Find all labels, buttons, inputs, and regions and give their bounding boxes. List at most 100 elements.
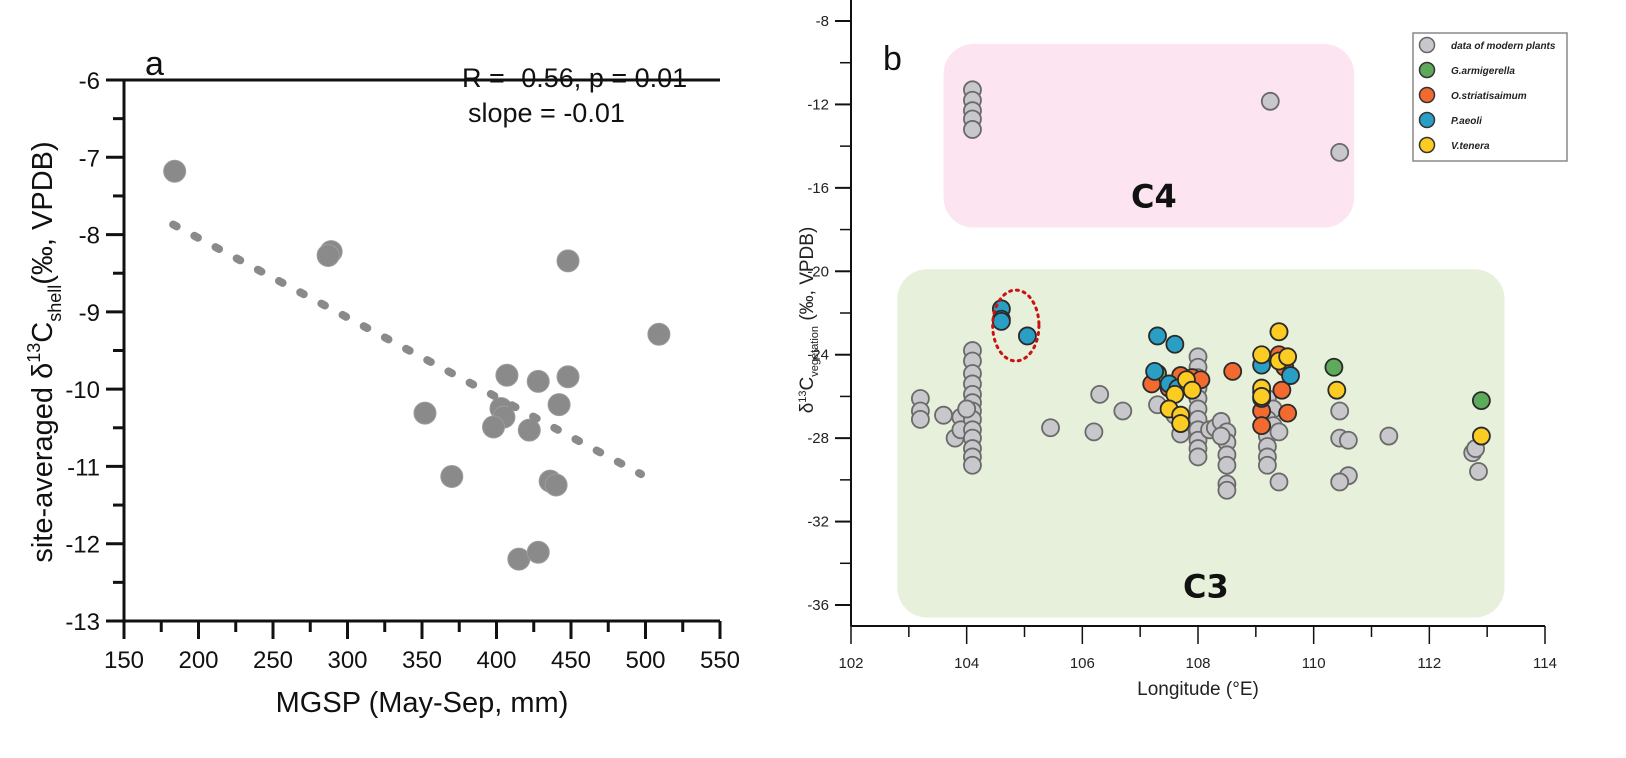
a-data-point: [647, 322, 671, 346]
point-data-of-modern-plants: [1269, 472, 1289, 492]
b-y-tick-label: -24: [807, 347, 829, 364]
b-ylabel-suffix: (‰, VPDB): [797, 227, 818, 326]
a-x-tick-label: 550: [700, 647, 740, 674]
b-ylabel-sup: 13: [797, 390, 809, 402]
point-data-of-modern-plants: [1379, 426, 1399, 446]
legend-label: V.tenera: [1451, 141, 1490, 152]
b-x-tick-label: 110: [1302, 655, 1326, 672]
b-x-axis-title: Longitude (°E): [1137, 679, 1259, 700]
a-trendline-path: [169, 220, 646, 479]
panel-b-label: b: [883, 40, 902, 78]
point-v-tenera: [1171, 414, 1191, 433]
b-points-layer: [911, 80, 1491, 500]
a-data-point: [517, 418, 541, 442]
point-data-of-modern-plants: [1084, 422, 1104, 442]
b-axes: -8 -12 -16 -20 -24 -28 -32 -36 102 104 106 108 110 11…: [807, 0, 1557, 672]
a-y-tick-label: -6: [79, 68, 100, 95]
b-x-tick-label: 108: [1185, 655, 1210, 672]
b-y-tick-label: -16: [807, 180, 829, 197]
a-data-point: [495, 363, 519, 387]
a-x-tick-label: 350: [402, 647, 442, 674]
a-y-tick-label: -13: [65, 609, 100, 636]
panel-a-label: a: [145, 45, 164, 83]
a-data-point: [544, 473, 568, 497]
legend-box: [1412, 32, 1568, 162]
point-v-tenera: [1278, 347, 1298, 367]
a-data-point: [507, 547, 531, 571]
point-v-tenera: [1252, 387, 1272, 406]
point-data-of-modern-plants: [963, 120, 982, 139]
point-g-armigerella: [1471, 391, 1491, 411]
point-data-of-modern-plants: [1041, 418, 1060, 438]
a-y-tick-label: -10: [65, 377, 100, 404]
point-data-of-modern-plants: [1090, 384, 1110, 404]
legend-label: O.striatisaimum: [1451, 91, 1527, 102]
point-data-of-modern-plants: [1469, 462, 1488, 481]
a-data-point: [547, 393, 571, 417]
a-data-point: [526, 540, 550, 564]
a-ylabel-suffix: (‰, VPDB): [27, 141, 59, 284]
point-o-striatisaimum: [1272, 380, 1292, 400]
point-p-aeoli: [1017, 326, 1037, 346]
a-ylabel-main: C: [27, 322, 59, 343]
b-regions-layer: C4 C3: [897, 43, 1505, 618]
region-label-c3: C3: [1183, 568, 1229, 606]
point-o-striatisaimum: [1252, 416, 1272, 436]
a-data-point: [316, 243, 340, 267]
point-g-armigerella: [1324, 357, 1344, 377]
a-data-point: [440, 464, 464, 488]
panel-a: -13 -12 -11 -10 -9 -8 -7 -6 150 200 250 300 350 400 45…: [24, 45, 740, 719]
a-data-point: [556, 249, 580, 273]
point-p-aeoli: [1165, 334, 1185, 354]
point-data-of-modern-plants: [1260, 91, 1280, 111]
legend-marker: [1418, 36, 1436, 54]
point-v-tenera: [1471, 426, 1491, 446]
b-legend: data of modern plants G.armigerella O.stri…: [1412, 32, 1568, 162]
legend-label: data of modern plants: [1451, 41, 1556, 52]
a-ylabel-sup: 13: [24, 343, 44, 363]
a-x-tick-label: 450: [551, 647, 591, 674]
a-y-tick-label: -9: [79, 300, 100, 327]
a-y-tick-label: -8: [79, 223, 100, 250]
b-ylabel-sub: vegetation: [809, 326, 821, 377]
a-y-axis-title: site-averaged δ13Cshell(‰, VPDB): [24, 141, 65, 562]
point-v-tenera: [1269, 322, 1289, 342]
b-y-tick-label: -8: [816, 13, 829, 30]
legend-marker: [1418, 61, 1436, 79]
point-data-of-modern-plants: [1217, 455, 1237, 475]
a-data-point: [163, 159, 187, 183]
point-data-of-modern-plants: [1338, 430, 1358, 450]
a-data-point: [413, 401, 437, 425]
a-x-tick-label: 250: [253, 647, 293, 674]
b-x-tick-label: 102: [838, 655, 863, 672]
point-p-aeoli: [1148, 326, 1167, 346]
point-data-of-modern-plants: [1269, 422, 1289, 442]
point-data-of-modern-plants: [1258, 455, 1277, 475]
region-c4: [943, 43, 1355, 228]
a-x-tick-label: 300: [327, 647, 367, 674]
annotation-slope: slope = -0.01: [468, 98, 625, 128]
point-p-aeoli: [1281, 366, 1300, 385]
point-data-of-modern-plants: [1217, 480, 1237, 500]
legend-marker: [1418, 136, 1436, 154]
legend-marker: [1418, 111, 1436, 129]
point-v-tenera: [1327, 380, 1347, 400]
point-data-of-modern-plants: [1211, 426, 1231, 446]
a-x-tick-label: 200: [178, 647, 218, 674]
b-highlight-layer: [991, 288, 1041, 363]
annotation-r-p: R = -0.56, p = 0.01: [462, 63, 687, 93]
a-axes: -13 -12 -11 -10 -9 -8 -7 -6 150 200 250 300 350 400 45…: [65, 68, 740, 674]
b-x-tick-label: 106: [1070, 655, 1095, 672]
legend-marker: [1418, 86, 1436, 104]
a-y-tick-label: -12: [65, 532, 100, 559]
b-ylabel-prefix: δ: [797, 403, 818, 414]
point-data-of-modern-plants: [1330, 142, 1350, 162]
legend-label: G.armigerella: [1451, 66, 1515, 77]
point-data-of-modern-plants: [1330, 401, 1350, 421]
a-x-tick-label: 400: [476, 647, 516, 674]
point-v-tenera: [1252, 345, 1272, 365]
b-y-tick-label: -20: [807, 263, 829, 280]
a-data-point: [526, 369, 550, 393]
point-o-striatisaimum: [1278, 403, 1298, 423]
